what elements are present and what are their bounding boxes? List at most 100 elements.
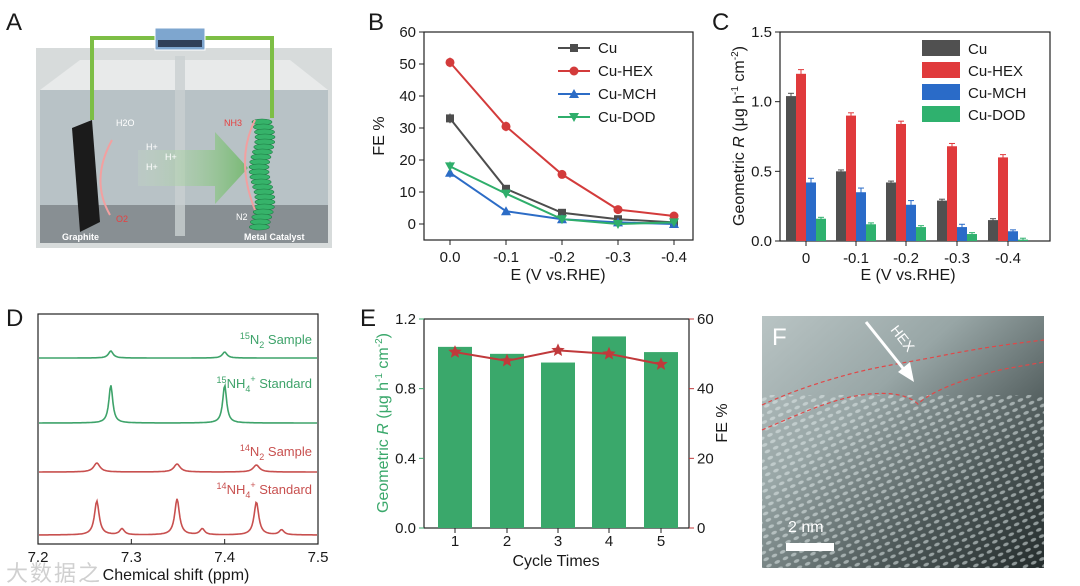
proton-arrow	[138, 132, 248, 204]
panel-b-xlabel: E (V vs.RHE)	[510, 267, 605, 284]
d-label-part: 15	[217, 375, 227, 385]
d-label-part: N	[250, 444, 259, 459]
c-bar-Cu-MCH	[806, 182, 816, 241]
b-xtick-label: 0.0	[440, 249, 461, 266]
d-label-part: NH	[227, 482, 246, 497]
b-point-Cu-MCH	[445, 167, 455, 177]
panel-c-xlabel: E (V vs.RHE)	[860, 267, 955, 284]
panel-c-ylabel: Geometric R (μg h-1 cm-2)	[730, 46, 748, 226]
e-ytick-left-label: 1.2	[395, 311, 416, 328]
d-label-part: +	[250, 374, 255, 384]
e-xtick-label: 2	[503, 533, 511, 550]
b-xtick-label: -0.1	[493, 249, 519, 266]
b-point-Cu-HEX	[445, 57, 455, 67]
b-point-Cu	[558, 208, 566, 217]
b-xtick-label: -0.4	[661, 249, 687, 266]
d-xtick-label: 7.2	[28, 549, 49, 566]
b-ytick-label: 20	[399, 152, 416, 169]
hex-arrow-shaft	[864, 321, 908, 373]
b-ytick-label: 0	[408, 216, 416, 233]
panel-e-cycle-chart: E Geometric R (μg h-1 cm-2) FE % Cycle T…	[360, 305, 731, 570]
panel-e-ticks: 0.0 0.4 0.8 1.2 0 20 40 60 1 2 3 4 5	[395, 311, 714, 550]
e-ytick-left-label: 0.0	[395, 520, 416, 537]
b-legend-marker	[569, 89, 579, 98]
b-ytick-label: 50	[399, 56, 416, 73]
e-ytick-right-label: 20	[697, 450, 714, 467]
b-point-Cu-DOD	[445, 162, 455, 172]
panel-d-letter: D	[6, 305, 23, 332]
b-point-Cu-HEX	[557, 169, 567, 179]
c-legend-swatch	[922, 84, 960, 100]
c-bar-Cu	[886, 182, 896, 241]
panel-e-ylabel-left: Geometric R (μg h-1 cm-2)	[374, 333, 392, 513]
c-bar-Cu-DOD	[967, 234, 977, 241]
panel-d-ticks: 7.2 7.3 7.4 7.5	[28, 539, 329, 566]
c-xtick-label: -0.3	[944, 250, 970, 267]
c-bar-Cu-HEX	[796, 73, 806, 241]
d-xtick-label: 7.5	[308, 549, 329, 566]
panel-a-schematic: A H2O O2 H+ H+ H+ NH3 N2 Graphite Metal …	[6, 9, 332, 248]
d-spectrum-trace	[39, 382, 317, 424]
c-ytick-label: 0.0	[751, 233, 772, 250]
panel-d-spectra: 15N2 Sample 15 NH4 + Standard 14N2 Sample 14 N…	[39, 331, 317, 536]
oxidation-arrow	[99, 139, 113, 216]
c-bar-Cu-HEX	[998, 157, 1008, 241]
c-bar-Cu-DOD	[866, 224, 876, 241]
c-legend-label: Cu-DOD	[968, 107, 1026, 124]
c-xtick-label: -0.1	[843, 250, 869, 267]
b-legend-marker	[569, 66, 579, 76]
c-bar-Cu-MCH	[856, 192, 866, 241]
c-bar-Cu-HEX	[896, 123, 906, 241]
b-point-Cu-HEX	[501, 121, 511, 131]
c-bar-Cu	[937, 200, 947, 241]
b-point-Cu	[502, 184, 510, 193]
panel-c-bar-chart: C Geometric R (μg h-1 cm-2) E (V vs.RHE)…	[712, 9, 1051, 284]
panel-b-ticks: 0 10 20 30 40 50 60 0.0 -0.1 -0.2 -0.3 -0.4	[399, 24, 687, 266]
d-xtick-label: 7.3	[121, 549, 142, 566]
panel-e-ylabel-right: FE %	[714, 403, 731, 442]
b-point-Cu	[446, 114, 454, 123]
panel-f-letter: F	[772, 324, 787, 351]
d-label-part: 4	[245, 490, 250, 500]
c-legend-swatch	[922, 62, 960, 78]
panel-b-letter: B	[368, 9, 384, 36]
d-spectrum-label: 14N2 Sample	[240, 443, 312, 462]
panel-e-xlabel: Cycle Times	[512, 553, 599, 570]
label-n2: N2	[236, 212, 248, 222]
c-bar-Cu-DOD	[816, 218, 826, 241]
panel-b-frame	[423, 31, 694, 241]
c-legend-swatch	[922, 106, 960, 122]
c-xtick-label: 0	[802, 250, 810, 267]
panel-b-fe-chart: B FE % E (V vs.RHE) 0 10 20 30 40 50 60 0.0 -0.1…	[368, 9, 694, 284]
panel-e-bars	[438, 336, 678, 528]
b-ytick-label: 60	[399, 24, 416, 41]
c-bar-Cu-HEX	[947, 146, 957, 241]
label-h2o: H2O	[116, 118, 135, 128]
b-point-Cu-DOD	[501, 189, 511, 199]
b-legend-marker	[569, 113, 579, 122]
panel-a-letter: A	[6, 9, 22, 36]
d-label-part: N	[250, 332, 259, 347]
e-xtick-label: 5	[657, 533, 665, 550]
d-label-part: 14	[217, 481, 227, 491]
inner-boundary-line	[761, 361, 1045, 431]
e-bar	[438, 346, 472, 528]
panel-c-letter: C	[712, 9, 729, 36]
e-fe-star-point	[500, 353, 514, 367]
d-label-part: Sample	[264, 444, 312, 459]
d-label-part: Standard	[256, 376, 312, 391]
b-legend-label: Cu-DOD	[598, 109, 656, 126]
c-bar-Cu-MCH	[957, 227, 967, 241]
panel-b-legend: Cu Cu-HEX Cu-MCH Cu-DOD	[558, 40, 656, 126]
d-spectrum-trace	[39, 462, 317, 473]
b-point-Cu-DOD	[669, 218, 679, 228]
c-bar-Cu	[836, 171, 846, 241]
d-spectrum-label: 15N2 Sample	[240, 331, 312, 350]
e-ytick-right-label: 40	[697, 381, 714, 398]
c-bar-Cu-DOD	[916, 227, 926, 241]
label-h-plus-1: H+	[146, 142, 158, 152]
b-ytick-label: 10	[399, 184, 416, 201]
scale-bar-label: 2 nm	[788, 519, 824, 536]
